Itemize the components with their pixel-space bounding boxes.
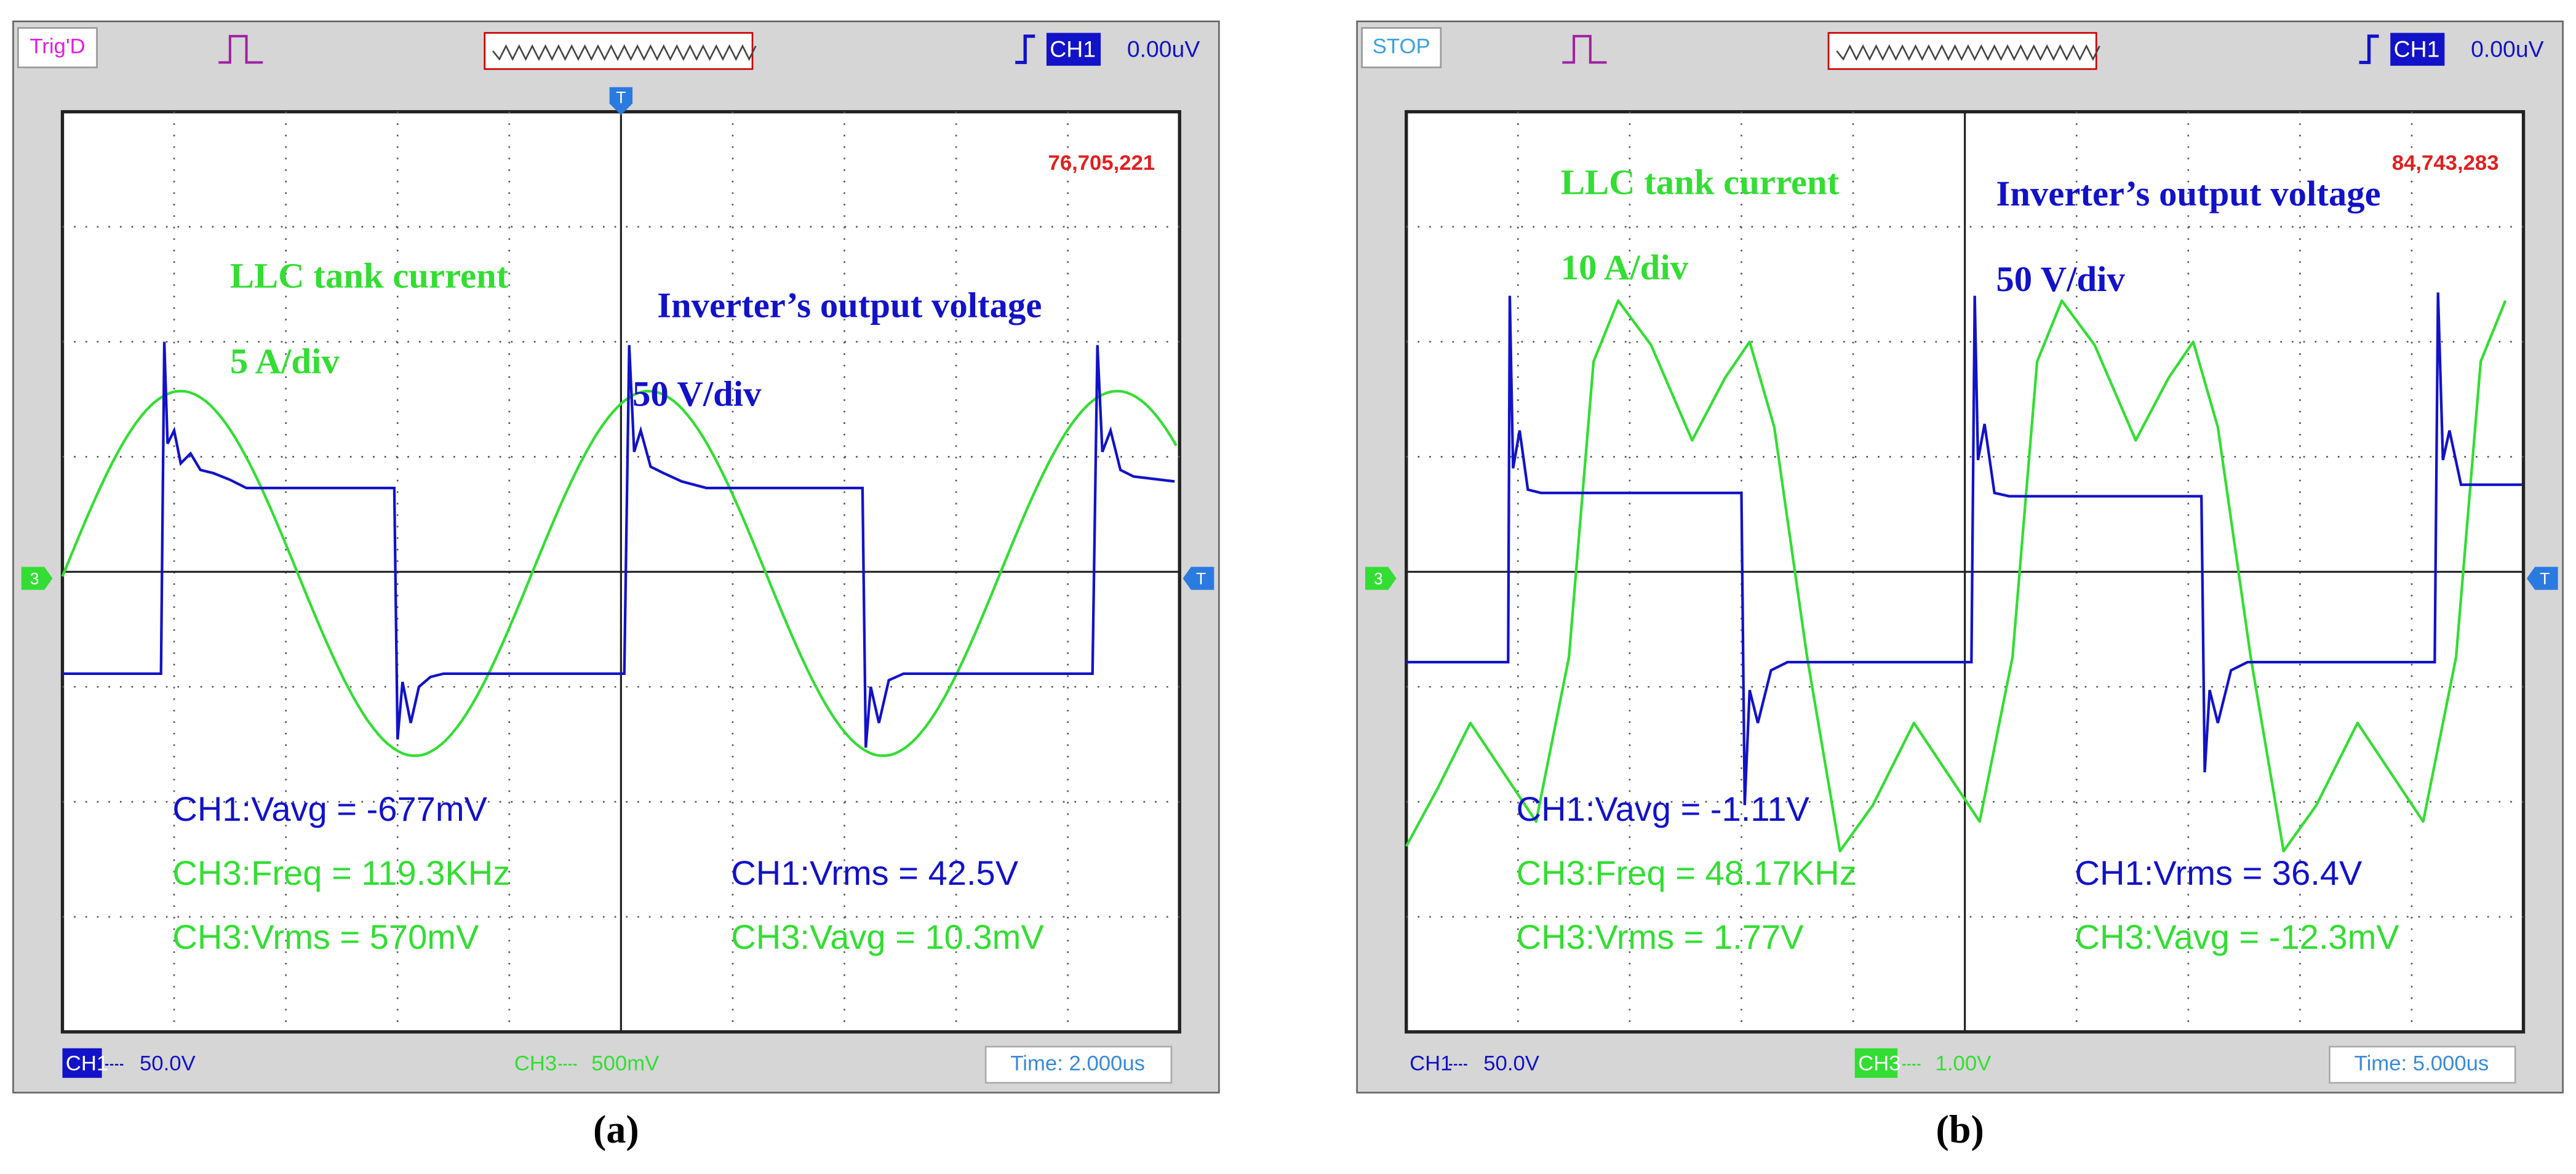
- trigger-time-marker: [609, 87, 633, 115]
- pulse-icon: [218, 34, 263, 64]
- status: Trig'D: [30, 35, 85, 58]
- trigger-level: 0.00uV: [1127, 36, 1200, 62]
- waveform-icon: [1836, 44, 2100, 62]
- pulse-icon: [1562, 34, 1607, 64]
- trigger-channel: CH1: [2394, 36, 2440, 62]
- measurement: CH3:Freq = 119.3KHz: [172, 853, 510, 892]
- status: STOP: [1373, 35, 1430, 58]
- ch3-trace: [61, 389, 1178, 757]
- ch3-marker: [21, 567, 53, 590]
- ch1-scale: 50.0V: [140, 1052, 196, 1076]
- ch3-scale: 500mV: [591, 1052, 659, 1076]
- ch3-highlight: [1854, 1048, 1898, 1078]
- current-label: LLC tank current: [1561, 162, 1840, 202]
- status-box: [17, 27, 98, 68]
- trigger-level-marker: [2526, 567, 2558, 590]
- voltage-label: Inverter’s output voltage: [657, 286, 1042, 325]
- time-base: Time: 2.000us: [1010, 1052, 1145, 1076]
- ch3-trace: [1405, 299, 2507, 853]
- current-label: LLC tank current: [230, 255, 509, 295]
- ch3-marker-label: 3: [30, 570, 39, 588]
- trigger-channel: CH1: [1050, 36, 1096, 62]
- current-scale: 5 A/div: [230, 341, 340, 381]
- counter: 84,743,283: [2392, 151, 2499, 175]
- voltage-scale: 50 V/div: [1996, 259, 2125, 299]
- ch1-highlight: [62, 1048, 102, 1078]
- waveform-box: [484, 32, 754, 70]
- ch3-marker: [1365, 567, 1397, 590]
- measurement: CH1:Vrms = 42.5V: [731, 853, 1018, 892]
- trigger-time-label: T: [616, 88, 626, 106]
- ch3-label: CH3: [514, 1052, 557, 1076]
- trigger-edge-icon: [2359, 34, 2379, 65]
- measurement: CH3:Vavg = -12.3mV: [2075, 917, 2400, 956]
- voltage-label: Inverter’s output voltage: [1996, 174, 2380, 214]
- measurement: CH1:Vrms = 36.4V: [2075, 853, 2363, 892]
- ch3-scale: 1.00V: [1936, 1052, 1992, 1076]
- trigger-level-label: T: [1196, 570, 1206, 588]
- time-box: [984, 1045, 1173, 1084]
- current-scale: 10 A/div: [1561, 247, 1689, 287]
- scope-panel: Trig'D CH1 0.00uV T 3 T 76,705,221 LLC tank cur…: [12, 20, 1220, 1151]
- ch3-marker-label: 3: [1374, 570, 1383, 588]
- ch3-label: CH3: [1858, 1052, 1900, 1076]
- trigger-channel-box: [1046, 33, 1101, 66]
- trigger-channel-box: [2390, 33, 2445, 66]
- trigger-edge-icon: [1015, 34, 1035, 65]
- ch1-trace: [62, 341, 1175, 748]
- measurement: CH3:Vavg = 10.3mV: [731, 917, 1044, 956]
- measurement: CH3:Vrms = 570mV: [172, 917, 479, 956]
- measurement: CH1:Vavg = -1.11V: [1517, 789, 1810, 828]
- caption: (b): [1936, 1108, 1984, 1151]
- scope-panel: STOP CH1 0.00uV 3 T 84,743,283 LLC tank curren…: [1356, 20, 2564, 1151]
- voltage-scale: 50 V/div: [632, 374, 762, 414]
- counter: 76,705,221: [1048, 151, 1155, 175]
- waveform-icon: [492, 44, 757, 62]
- caption: (a): [593, 1108, 639, 1151]
- time-box: [2329, 1045, 2516, 1084]
- trigger-level: 0.00uV: [2471, 36, 2544, 62]
- measurement: CH1:Vavg = -677mV: [172, 789, 487, 828]
- ch1-label: CH1: [66, 1052, 108, 1076]
- trigger-level-label: T: [2540, 570, 2550, 588]
- status-box: [1361, 27, 1442, 68]
- waveform-box: [1827, 32, 2097, 70]
- trigger-level-marker: [1182, 567, 1214, 590]
- ch1-scale: 50.0V: [1483, 1052, 1539, 1076]
- ch1-trace: [1406, 292, 2522, 805]
- time-base: Time: 5.000us: [2355, 1052, 2489, 1076]
- ch1-label: CH1: [1410, 1052, 1452, 1076]
- measurement: CH3:Freq = 48.17KHz: [1517, 853, 1857, 892]
- measurement: CH3:Vrms = 1.77V: [1517, 917, 1804, 956]
